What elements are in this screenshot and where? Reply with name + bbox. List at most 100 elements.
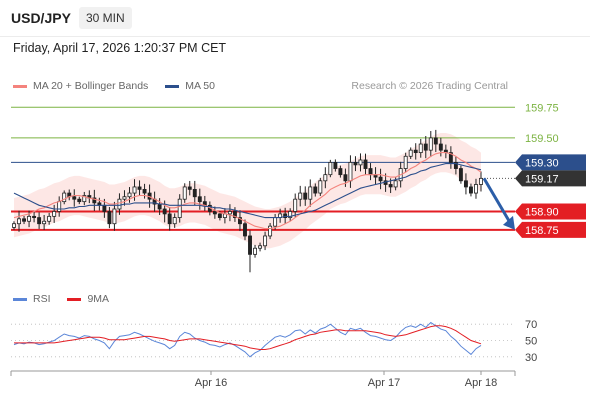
- candle-body: [217, 213, 222, 218]
- candle-body: [353, 162, 358, 166]
- candle-body: [303, 192, 308, 200]
- candle: [423, 136, 428, 159]
- candle-body: [248, 235, 252, 255]
- candle-body: [273, 217, 278, 227]
- x-tick-label: Apr 16: [195, 377, 227, 389]
- candle: [248, 230, 252, 273]
- candle: [52, 204, 57, 223]
- price-tag-159-30: 159.30: [515, 154, 586, 171]
- candle-body: [102, 204, 107, 212]
- price-tag-158-75: 158.75: [515, 221, 586, 238]
- candle-body: [27, 215, 32, 222]
- candle-body: [42, 220, 47, 225]
- candle: [453, 156, 458, 175]
- candle: [227, 204, 232, 222]
- candle: [42, 214, 47, 230]
- candle-body: [479, 177, 483, 185]
- candle: [122, 190, 127, 206]
- timeframe-badge[interactable]: 30 MIN: [79, 7, 132, 29]
- candle: [187, 180, 192, 196]
- candle: [238, 210, 242, 232]
- candle-body: [82, 195, 87, 203]
- candle: [303, 186, 308, 206]
- candle: [107, 207, 112, 229]
- x-tick-label: Apr 18: [465, 377, 497, 389]
- candle: [77, 196, 82, 205]
- legend-item-rsi: RSI: [13, 293, 51, 305]
- candle-body: [283, 213, 288, 218]
- chart-header: USD/JPY 30 MIN: [0, 0, 590, 37]
- candle-body: [238, 217, 242, 225]
- candle: [17, 210, 21, 232]
- legend-swatch-ma20: [13, 84, 27, 88]
- candle-body: [167, 213, 172, 225]
- price-tag-label: 159.17: [525, 173, 559, 185]
- candle-body: [12, 223, 16, 228]
- candle-body: [212, 211, 217, 215]
- candle-body: [187, 186, 192, 190]
- rsi-tick-70: 70: [525, 319, 537, 331]
- forecast-arrow-head: [503, 215, 515, 230]
- ma20-line: [13, 152, 482, 230]
- candle: [268, 222, 273, 240]
- candle: [448, 146, 453, 169]
- candle-body: [117, 198, 122, 210]
- candle: [463, 173, 468, 195]
- candle: [353, 156, 358, 172]
- candle: [338, 165, 343, 178]
- candle-body: [52, 211, 57, 217]
- forecast-arrow-shaft: [482, 177, 511, 222]
- candle: [263, 231, 268, 251]
- candle-body: [393, 180, 398, 188]
- candle-body: [227, 211, 232, 215]
- candle-body: [403, 155, 408, 169]
- candle-body: [263, 235, 268, 247]
- price-tag-label: 158.90: [525, 206, 559, 218]
- candle: [418, 138, 423, 158]
- candle: [212, 206, 217, 219]
- candle: [333, 159, 338, 172]
- candle-body: [308, 186, 313, 200]
- candle: [328, 159, 333, 178]
- price-tag-159-75: 159.75: [525, 102, 559, 114]
- candles: [12, 129, 483, 273]
- candle-body: [358, 159, 363, 166]
- x-tick-label: Apr 17: [368, 377, 400, 389]
- candle-body: [258, 245, 263, 249]
- candle: [167, 207, 172, 231]
- candle-body: [72, 196, 77, 200]
- candle: [458, 165, 463, 184]
- candle: [438, 137, 443, 157]
- candle: [137, 180, 142, 196]
- price-tag-label: 158.75: [525, 225, 559, 237]
- candle: [142, 183, 147, 199]
- candle-body: [318, 180, 323, 194]
- candle: [47, 212, 52, 225]
- candle: [403, 152, 408, 173]
- rsi-panel: 70 50 30: [11, 319, 537, 364]
- rsi-legend: RSI 9MA: [13, 293, 123, 305]
- candle: [313, 183, 318, 197]
- candle-body: [323, 174, 328, 182]
- candle-body: [37, 217, 42, 225]
- candle-body: [368, 168, 373, 176]
- candle-body: [17, 218, 21, 225]
- candle: [62, 190, 67, 205]
- x-axis: Apr 16 Apr 17 Apr 18: [10, 370, 516, 389]
- candle-body: [313, 186, 318, 194]
- candle: [343, 168, 348, 187]
- candle: [232, 207, 237, 222]
- price-tag-label: 159.30: [525, 157, 559, 169]
- candle: [112, 201, 117, 231]
- candle: [293, 193, 298, 218]
- legend-label-rsi: RSI: [33, 293, 51, 305]
- candle-body: [172, 217, 177, 225]
- candle: [298, 185, 303, 207]
- chart-timestamp: Friday, April 17, 2026 1:20:37 PM CET: [13, 41, 227, 55]
- candle-body: [132, 186, 137, 194]
- price-tag-159-50: 159.50: [525, 133, 559, 145]
- legend-label-ma50: MA 50: [185, 80, 215, 92]
- price-tag-bg: [515, 221, 586, 238]
- candle-body: [428, 137, 433, 151]
